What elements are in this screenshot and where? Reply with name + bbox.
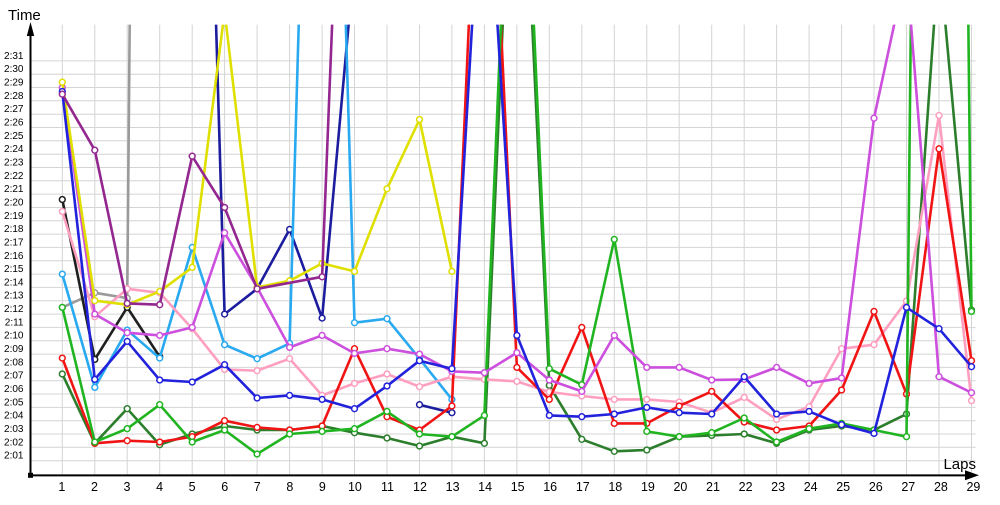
svg-text:15: 15 [511,480,525,494]
svg-text:Time: Time [8,7,41,24]
svg-text:2:05: 2:05 [4,397,24,408]
svg-text:16: 16 [543,480,557,494]
svg-text:25: 25 [836,480,850,494]
svg-text:2: 2 [91,480,98,494]
svg-text:2:26: 2:26 [4,118,24,129]
svg-text:Laps: Laps [943,456,976,473]
svg-text:2:31: 2:31 [4,51,24,62]
svg-text:2:10: 2:10 [4,331,24,342]
svg-text:24: 24 [804,480,818,494]
svg-text:2:03: 2:03 [4,424,24,435]
svg-text:18: 18 [608,480,622,494]
svg-text:28: 28 [934,480,948,494]
svg-text:4: 4 [156,480,163,494]
svg-text:20: 20 [673,480,687,494]
svg-text:29: 29 [966,480,980,494]
svg-text:2:02: 2:02 [4,437,24,448]
svg-text:2:20: 2:20 [4,198,24,209]
svg-text:26: 26 [869,480,883,494]
svg-text:2:29: 2:29 [4,78,24,89]
svg-text:9: 9 [319,480,326,494]
svg-text:22: 22 [739,480,753,494]
svg-text:19: 19 [641,480,655,494]
svg-text:2:08: 2:08 [4,357,24,368]
svg-text:2:04: 2:04 [4,411,24,422]
svg-text:2:22: 2:22 [4,171,24,182]
svg-text:2:27: 2:27 [4,104,24,115]
svg-text:5: 5 [189,480,196,494]
svg-text:27: 27 [901,480,915,494]
svg-text:1: 1 [58,480,65,494]
svg-text:2:28: 2:28 [4,91,24,102]
svg-text:2:01: 2:01 [4,451,24,462]
svg-text:17: 17 [576,480,590,494]
svg-text:8: 8 [286,480,293,494]
svg-text:2:25: 2:25 [4,131,24,142]
svg-text:21: 21 [706,480,720,494]
svg-text:2:18: 2:18 [4,224,24,235]
svg-text:10: 10 [348,480,362,494]
svg-text:2:16: 2:16 [4,251,24,262]
svg-text:3: 3 [124,480,131,494]
svg-text:2:30: 2:30 [4,64,24,75]
svg-text:23: 23 [771,480,785,494]
svg-text:14: 14 [478,480,492,494]
svg-text:11: 11 [381,480,394,494]
svg-text:6: 6 [221,480,228,494]
svg-text:13: 13 [446,480,460,494]
svg-text:2:07: 2:07 [4,371,24,382]
svg-text:2:15: 2:15 [4,264,24,275]
svg-text:2:24: 2:24 [4,144,24,155]
svg-text:7: 7 [254,480,261,494]
svg-text:2:12: 2:12 [4,304,24,315]
svg-text:2:09: 2:09 [4,344,24,355]
svg-text:2:13: 2:13 [4,291,24,302]
svg-text:2:14: 2:14 [4,277,24,288]
svg-text:2:19: 2:19 [4,211,24,222]
svg-text:2:17: 2:17 [4,237,24,248]
svg-text:2:21: 2:21 [4,184,24,195]
svg-text:12: 12 [413,480,427,494]
svg-text:2:11: 2:11 [5,317,24,328]
svg-text:2:23: 2:23 [4,158,24,169]
svg-text:2:06: 2:06 [4,384,24,395]
